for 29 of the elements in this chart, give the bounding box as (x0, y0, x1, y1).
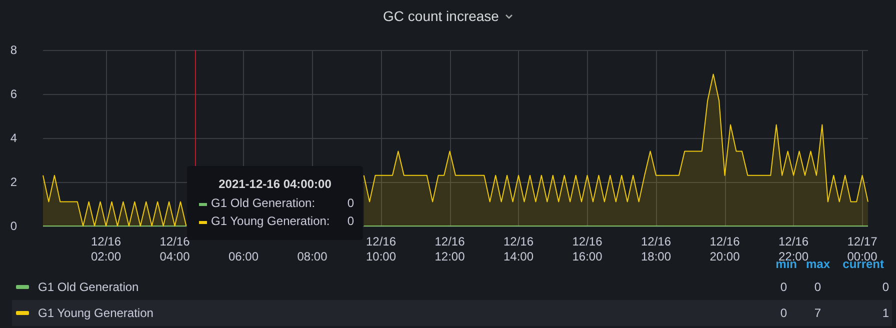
x-tick-label: 12/16 16:00 (572, 234, 603, 264)
text: 7 (814, 306, 821, 320)
text: 0 (780, 306, 787, 320)
x-tick-label: 12/16 04:00 (160, 234, 190, 264)
legend-label: G1 Old Generation (38, 280, 139, 294)
y-tick-label: 8 (10, 43, 18, 57)
text: 0 (882, 280, 889, 294)
text: 0 (814, 280, 821, 294)
text: 0 (780, 280, 787, 294)
x-tick-label: 12/16 12:00 (434, 234, 466, 264)
x-tick-label: 12/16 02:00 (91, 234, 122, 264)
y-tick-label: 6 (10, 87, 18, 101)
x-tick-label: 12/16 20:00 (710, 234, 740, 264)
y-tick-label: 0 (10, 219, 18, 233)
annotation: 0 (347, 214, 354, 228)
annotation: 0 (347, 196, 354, 210)
legend-label: G1 Young Generation (38, 306, 154, 320)
x-tick-label: 12/16 10:00 (366, 234, 396, 264)
x-tick-label: 12/16 14:00 (504, 234, 534, 264)
text: 1 (882, 306, 889, 320)
chart-title: GC count increase (383, 8, 499, 24)
annotation: G1 Young Generation: (211, 214, 330, 228)
y-tick-label: 4 (10, 131, 18, 145)
x-tick-label: 08:00 (297, 250, 328, 264)
x-tick-label: 12/16 18:00 (641, 234, 672, 264)
annotation: G1 Old Generation: (211, 196, 316, 210)
y-tick-label: 2 (10, 175, 18, 189)
x-tick-label: 06:00 (228, 250, 259, 264)
annotation: 2021-12-16 04:00:00 (218, 177, 332, 191)
